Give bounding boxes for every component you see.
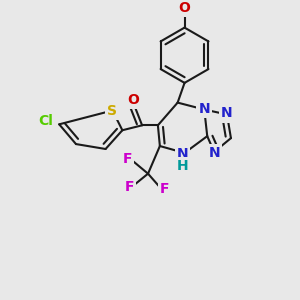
Text: F: F xyxy=(123,152,132,166)
Text: F: F xyxy=(124,179,134,194)
Text: O: O xyxy=(127,93,139,107)
Text: F: F xyxy=(160,182,170,197)
Text: N: N xyxy=(199,101,210,116)
Text: O: O xyxy=(178,1,190,15)
Text: N: N xyxy=(221,106,233,121)
Text: N: N xyxy=(177,147,188,161)
Text: S: S xyxy=(107,103,118,118)
Text: N: N xyxy=(208,146,220,160)
Text: Cl: Cl xyxy=(38,114,53,128)
Text: H: H xyxy=(177,159,188,173)
